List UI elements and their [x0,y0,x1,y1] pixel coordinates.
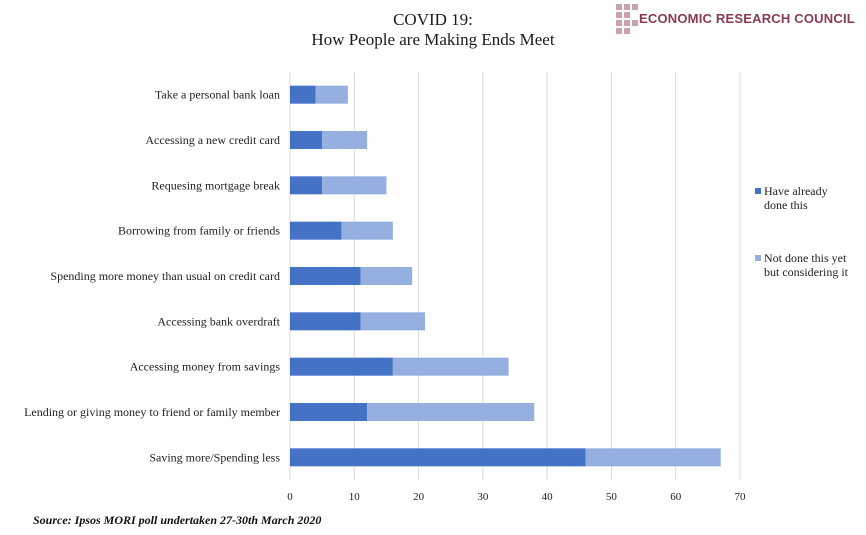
category-label: Spending more money than usual on credit… [50,269,280,283]
chart-title-line-2: How People are Making Ends Meet [311,30,555,49]
bar-already-done [290,267,361,285]
x-tick-label: 0 [287,491,293,503]
bar-already-done [290,85,316,104]
bar-already-done [290,176,323,195]
logo-text: ECONOMIC RESEARCH COUNCIL [639,11,855,26]
logo-grid-icon [616,4,638,34]
x-tick-label: 70 [735,491,747,503]
legend-label-already: Have already done this [764,184,828,212]
category-labels: Take a personal bank loan Accessing a new… [24,88,281,465]
category-label: Lending or giving money to friend or fam… [24,405,280,419]
x-tick-label: 20 [413,491,425,503]
category-label: Accessing a new credit card [145,133,280,147]
category-label: Borrowing from family or friends [118,224,280,238]
legend-label-considering: Not done this yet but considering it [764,251,848,279]
bar-already-done [290,357,393,376]
bar-considering [322,131,368,149]
bar-considering [322,176,387,195]
x-tick-label: 30 [477,491,489,503]
chart-title-line-1: COVID 19: [393,10,473,29]
x-tick-label: 60 [670,491,682,503]
bar-already-done [290,312,361,331]
source-note: Source: Ipsos MORI poll undertaken 27-30… [33,513,322,527]
x-tick-label: 10 [349,491,361,503]
x-tick-labels: 0 10 20 30 40 50 60 70 [287,491,746,503]
bar-considering [585,448,721,467]
bar-considering [360,267,413,285]
x-tick-label: 40 [542,491,554,503]
bar-already-done [290,403,368,421]
category-label: Requesing mortgage break [151,178,280,192]
bar-considering [392,357,509,376]
bars [290,85,721,467]
category-label: Take a personal bank loan [155,88,280,102]
legend-swatch-considering [755,255,761,261]
bar-already-done [290,221,342,240]
legend-swatch-already [755,188,761,194]
x-tick-label: 50 [606,491,618,503]
bar-considering [315,85,348,104]
bar-considering [367,403,535,421]
category-label: Accessing bank overdraft [157,314,280,328]
bar-considering [341,221,393,240]
bar-already-done [290,448,586,467]
category-label: Accessing money from savings [130,360,281,374]
category-label: Saving more/Spending less [149,450,280,464]
bar-considering [360,312,425,331]
bar-already-done [290,131,323,149]
erc-logo: ECONOMIC RESEARCH COUNCIL [616,4,866,36]
